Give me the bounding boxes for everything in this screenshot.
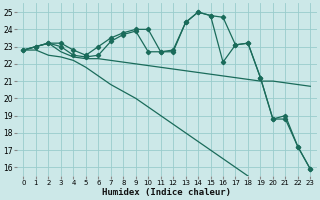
X-axis label: Humidex (Indice chaleur): Humidex (Indice chaleur) <box>102 188 231 197</box>
